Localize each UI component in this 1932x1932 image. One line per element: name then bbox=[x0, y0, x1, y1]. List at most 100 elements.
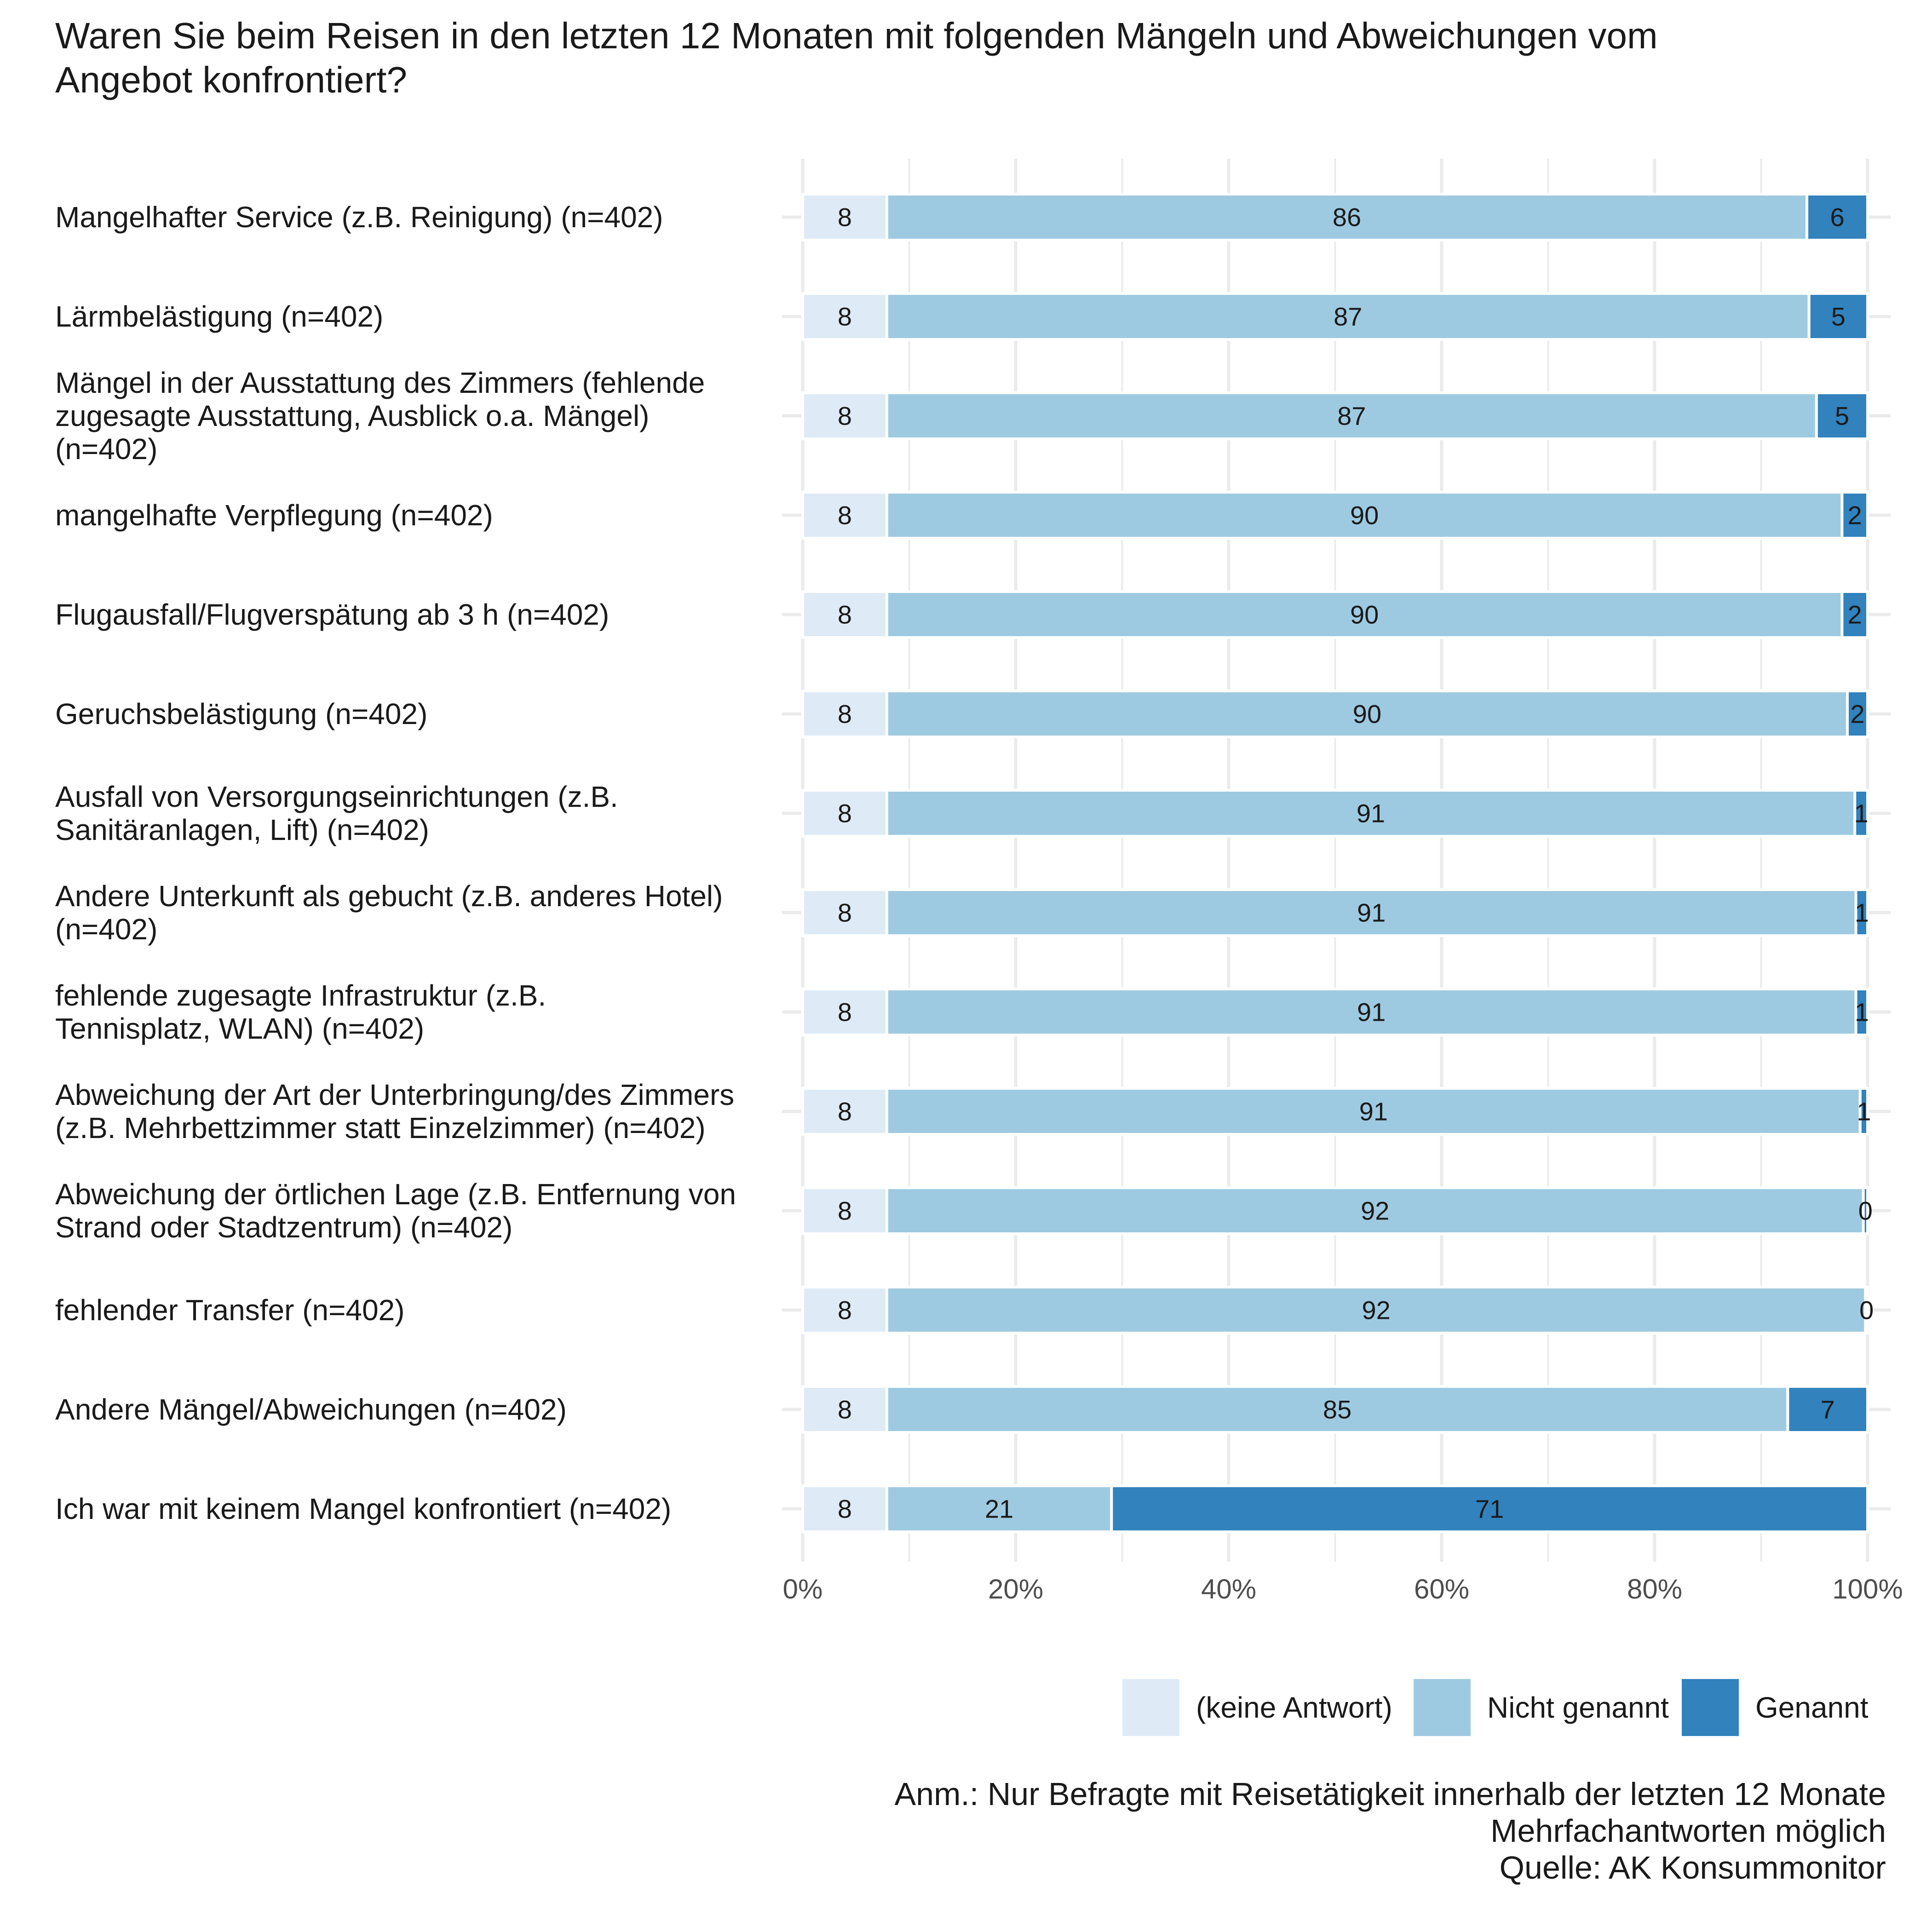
bar-value-label: 8 bbox=[838, 799, 852, 828]
legend-label: Nicht genannt bbox=[1487, 1691, 1669, 1724]
footnote-source: Quelle: AK Konsummonitor bbox=[1499, 1850, 1886, 1886]
bar-value-label: 91 bbox=[1357, 898, 1386, 927]
category-label: Abweichung der örtlichen Lage (z.B. Entf… bbox=[55, 1178, 736, 1244]
category-labels: Mangelhafter Service (z.B. Reinigung) (n… bbox=[55, 201, 736, 1525]
bar-value-label: 8 bbox=[838, 203, 852, 232]
bar-segment bbox=[1862, 1186, 1869, 1235]
x-tick-label: 100% bbox=[1832, 1574, 1903, 1604]
bar-segment bbox=[885, 1087, 1862, 1136]
category-label: Andere Unterkunft als gebucht (z.B. ande… bbox=[55, 880, 723, 946]
category-label: Geruchsbelästigung (n=402) bbox=[55, 697, 427, 730]
bar-value-label: 0 bbox=[1858, 1196, 1873, 1225]
category-label: Andere Mängel/Abweichungen (n=402) bbox=[55, 1393, 567, 1426]
bar-value-label: 90 bbox=[1350, 600, 1379, 629]
bar-segment bbox=[1864, 1286, 1869, 1334]
bar-value-label: 71 bbox=[1475, 1495, 1504, 1524]
bar-segment bbox=[885, 988, 1857, 1036]
bar-value-label: 8 bbox=[838, 1395, 852, 1424]
bar-value-label: 8 bbox=[838, 1097, 852, 1126]
bar-value-label: 21 bbox=[985, 1495, 1013, 1524]
bar-value-label: 0 bbox=[1859, 1296, 1874, 1325]
bar-value-label: 2 bbox=[1848, 501, 1862, 530]
bar-value-label: 91 bbox=[1359, 1097, 1388, 1126]
bar-value-label: 8 bbox=[838, 700, 852, 729]
bar-value-label: 85 bbox=[1323, 1395, 1351, 1424]
bars: 8 86 68 87 58 87 58 90 28 90 28 90 28 91 18 91 18 91 18 91 1… bbox=[801, 193, 1874, 1533]
x-tick-label: 80% bbox=[1627, 1574, 1682, 1604]
bar-value-label: 1 bbox=[1854, 799, 1869, 828]
bar-segment bbox=[1840, 491, 1869, 540]
legend-key bbox=[1682, 1679, 1739, 1736]
bar-segment bbox=[885, 690, 1849, 738]
bar-segment bbox=[885, 888, 1857, 937]
bar-segment bbox=[1110, 1484, 1869, 1533]
bar-value-label: 90 bbox=[1350, 501, 1379, 530]
bar-value-label: 1 bbox=[1855, 998, 1869, 1027]
bar-value-label: 91 bbox=[1357, 998, 1386, 1027]
legend: (keine Antwort) Nicht genannt Genannt bbox=[1122, 1679, 1869, 1736]
bar-segment bbox=[1806, 193, 1869, 242]
bar-segment bbox=[885, 391, 1818, 440]
chart-title: Waren Sie beim Reisen in den letzten 12 … bbox=[55, 15, 1658, 100]
bar-value-label: 2 bbox=[1850, 700, 1864, 729]
bar-value-label: 8 bbox=[838, 501, 852, 530]
bar-value-label: 5 bbox=[1831, 302, 1846, 331]
bar-segment bbox=[801, 391, 888, 440]
legend-label: Genannt bbox=[1755, 1691, 1869, 1724]
x-tick-label: 60% bbox=[1414, 1574, 1469, 1604]
category-label: fehlende zugesagte Infrastruktur (z.B. Te… bbox=[55, 979, 546, 1045]
footnote-note: Anm.: Nur Befragte mit Reisetätigkeit in… bbox=[894, 1776, 1886, 1812]
bar-value-label: 1 bbox=[1855, 898, 1869, 927]
category-label: Lärmbelästigung (n=402) bbox=[55, 300, 383, 333]
bar-segment bbox=[801, 491, 888, 540]
bar-value-label: 8 bbox=[838, 1296, 852, 1325]
bar-value-label: 8 bbox=[838, 1495, 852, 1524]
bar-value-label: 92 bbox=[1362, 1296, 1390, 1325]
bar-segment bbox=[885, 1286, 1867, 1334]
bar-value-label: 8 bbox=[838, 898, 852, 927]
category-label: Mangelhafter Service (z.B. Reinigung) (n… bbox=[55, 201, 663, 234]
bar-value-label: 8 bbox=[838, 600, 852, 629]
bar-value-label: 7 bbox=[1821, 1395, 1835, 1424]
bar-value-label: 87 bbox=[1334, 302, 1362, 331]
bar-segment bbox=[885, 491, 1844, 540]
category-label: Abweichung der Art der Unterbringung/des… bbox=[55, 1078, 734, 1144]
bar-segment bbox=[1815, 391, 1869, 440]
bar-value-label: 5 bbox=[1835, 402, 1849, 431]
bar-segment bbox=[801, 590, 888, 639]
category-label: mangelhafte Verpflegung (n=402) bbox=[55, 499, 493, 532]
footnote-multiple-answers: Mehrfachantworten möglich bbox=[1490, 1813, 1886, 1849]
category-label: Mängel in der Ausstattung des Zimmers (f… bbox=[55, 366, 705, 466]
category-label: Flugausfall/Flugverspätung ab 3 h (n=402… bbox=[55, 598, 609, 631]
bar-segment bbox=[1854, 888, 1869, 937]
bar-segment bbox=[1858, 1087, 1869, 1136]
bar-segment bbox=[1840, 590, 1869, 639]
bar-value-label: 86 bbox=[1333, 203, 1361, 232]
bar-value-label: 91 bbox=[1357, 799, 1385, 828]
bar-value-label: 2 bbox=[1848, 600, 1862, 629]
bar-value-label: 90 bbox=[1353, 700, 1381, 729]
bar-segment bbox=[1786, 1385, 1869, 1434]
gridlines bbox=[782, 159, 1891, 1562]
bar-value-label: 1 bbox=[1857, 1097, 1871, 1126]
x-tick-label: 40% bbox=[1201, 1574, 1256, 1604]
legend-key bbox=[1122, 1679, 1179, 1736]
x-tick-label: 0% bbox=[783, 1574, 823, 1604]
bar-segment bbox=[801, 1286, 888, 1334]
legend-key bbox=[1414, 1679, 1471, 1736]
footnote: Anm.: Nur Befragte mit Reisetätigkeit in… bbox=[690, 1776, 1886, 1886]
bar-value-label: 6 bbox=[1830, 203, 1844, 232]
category-label: fehlender Transfer (n=402) bbox=[55, 1294, 405, 1327]
bar-segment bbox=[801, 1087, 888, 1136]
legend-label: (keine Antwort) bbox=[1196, 1691, 1392, 1724]
x-tick-label: 20% bbox=[988, 1574, 1043, 1604]
bar-segment bbox=[801, 193, 888, 242]
bar-segment bbox=[801, 292, 888, 341]
bar-segment bbox=[1807, 292, 1869, 341]
bar-segment bbox=[885, 590, 1844, 639]
bar-value-label: 8 bbox=[838, 998, 852, 1027]
bar-segment bbox=[801, 1186, 888, 1235]
bar-value-label: 8 bbox=[838, 1196, 852, 1225]
bar-value-label: 8 bbox=[838, 402, 852, 431]
